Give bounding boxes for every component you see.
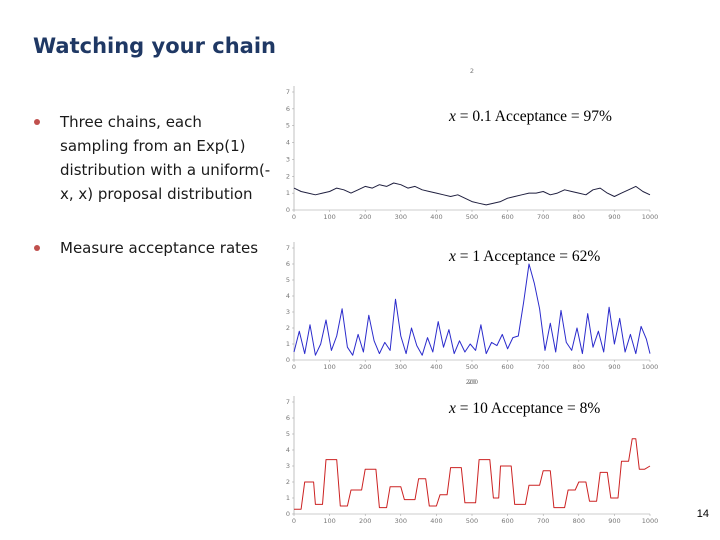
y-tick-label: 1 — [286, 189, 290, 197]
y-tick-label: 0 — [286, 206, 290, 214]
y-tick-label: 2 — [286, 172, 290, 180]
bullet-text: Three chains, each sampling from an Exp(… — [60, 113, 271, 203]
caption-variable: x — [449, 108, 456, 125]
bullet-dot-icon — [34, 119, 40, 125]
x-tick-label: 100 — [323, 363, 335, 371]
x-tick-label: 1000 — [642, 213, 659, 221]
bullet-item: Three chains, each sampling from an Exp(… — [34, 110, 274, 206]
y-tick-label: 7 — [286, 398, 290, 406]
x-tick-label: 300 — [395, 363, 407, 371]
chart-panel-2: 20 0 1 2 3 4 5 6 7 0 100 200 300 400 500 600 700 800 900 10… — [282, 228, 662, 386]
y-tick-label: 1 — [286, 494, 290, 502]
bullet-text: Measure acceptance rates — [60, 239, 259, 257]
bullet-dot-icon — [34, 245, 40, 251]
x-tick-label: 500 — [466, 213, 478, 221]
y-tick-label: 3 — [286, 155, 290, 163]
x-tick-label: 200 — [359, 363, 371, 371]
y-tick-label: 1 — [286, 340, 290, 348]
chart-panel-1: 2 0 1 2 3 4 5 6 7 0 100 200 300 400 500 600 700 800 900 100… — [282, 67, 662, 221]
y-tick-label: 3 — [286, 462, 290, 470]
caption-text: = 10 Acceptance = 8% — [455, 400, 601, 417]
y-tick-label: 5 — [286, 430, 290, 438]
y-tick-label: 4 — [286, 292, 290, 300]
x-tick-label: 300 — [395, 213, 407, 221]
plot-top-label: 200 — [466, 378, 478, 386]
x-tick-label: 100 — [323, 517, 335, 525]
x-tick-label: 900 — [608, 517, 620, 525]
bullet-item: Measure acceptance rates — [34, 236, 274, 260]
x-tick-label: 800 — [573, 363, 585, 371]
x-tick-label: 700 — [537, 363, 549, 371]
plot-top-label: 2 — [470, 67, 474, 75]
chart-panel-3: 200 0 1 2 3 4 5 6 7 0 100 200 300 400 500 600 700 800 900 1… — [282, 378, 662, 530]
x-tick-label: 700 — [537, 517, 549, 525]
y-tick-label: 6 — [286, 260, 290, 268]
trace-plot-3: 200 0 1 2 3 4 5 6 7 0 100 200 300 400 500 600 700 800 900 1… — [286, 378, 659, 525]
x-tick-label: 1000 — [642, 517, 659, 525]
y-tick-label: 5 — [286, 276, 290, 284]
x-tick-label: 700 — [537, 213, 549, 221]
page-number: 14 — [696, 508, 709, 520]
x-tick-label: 200 — [359, 213, 371, 221]
x-tick-label: 800 — [573, 517, 585, 525]
y-tick-label: 2 — [286, 324, 290, 332]
y-tick-label: 6 — [286, 105, 290, 113]
y-tick-label: 7 — [286, 88, 290, 96]
trace-line — [293, 263, 651, 356]
y-tick-label: 4 — [286, 446, 290, 454]
x-tick-label: 600 — [501, 517, 513, 525]
trace-line — [293, 182, 651, 206]
x-tick-label: 400 — [430, 213, 442, 221]
caption-variable: x — [449, 400, 456, 417]
x-tick-label: 0 — [292, 213, 296, 221]
x-tick-label: 900 — [608, 363, 620, 371]
y-tick-label: 0 — [286, 356, 290, 364]
x-tick-label: 0 — [292, 363, 296, 371]
x-tick-label: 100 — [323, 213, 335, 221]
x-tick-label: 1000 — [642, 363, 659, 371]
x-tick-label: 500 — [466, 363, 478, 371]
x-tick-label: 0 — [292, 517, 296, 525]
bullet-list: Three chains, each sampling from an Exp(… — [34, 110, 274, 260]
y-tick-label: 6 — [286, 414, 290, 422]
caption-text: = 0.1 Acceptance = 97% — [455, 108, 612, 125]
x-tick-label: 600 — [501, 363, 513, 371]
chart-caption-2: x = 1 Acceptance = 62% — [449, 248, 600, 266]
x-tick-label: 500 — [466, 517, 478, 525]
y-tick-label: 3 — [286, 308, 290, 316]
plot-top-label: 20 — [468, 378, 476, 386]
trace-plot-1: 2 0 1 2 3 4 5 6 7 0 100 200 300 400 500 600 700 800 900 100… — [286, 67, 659, 221]
chart-caption-1: x = 0.1 Acceptance = 97% — [449, 108, 612, 126]
chart-caption-3: x = 10 Acceptance = 8% — [449, 400, 600, 418]
y-tick-label: 4 — [286, 139, 290, 147]
x-tick-label: 400 — [430, 363, 442, 371]
x-tick-label: 400 — [430, 517, 442, 525]
x-tick-label: 800 — [573, 213, 585, 221]
y-tick-label: 0 — [286, 510, 290, 518]
x-tick-label: 300 — [395, 517, 407, 525]
y-tick-label: 5 — [286, 122, 290, 130]
y-tick-label: 2 — [286, 478, 290, 486]
caption-text: = 1 Acceptance = 62% — [455, 248, 601, 265]
trace-line — [294, 438, 651, 510]
y-tick-label: 7 — [286, 244, 290, 252]
x-tick-label: 900 — [608, 213, 620, 221]
x-tick-label: 200 — [359, 517, 371, 525]
slide-title: Watching your chain — [33, 34, 276, 58]
x-tick-label: 600 — [501, 213, 513, 221]
caption-variable: x — [449, 248, 456, 265]
